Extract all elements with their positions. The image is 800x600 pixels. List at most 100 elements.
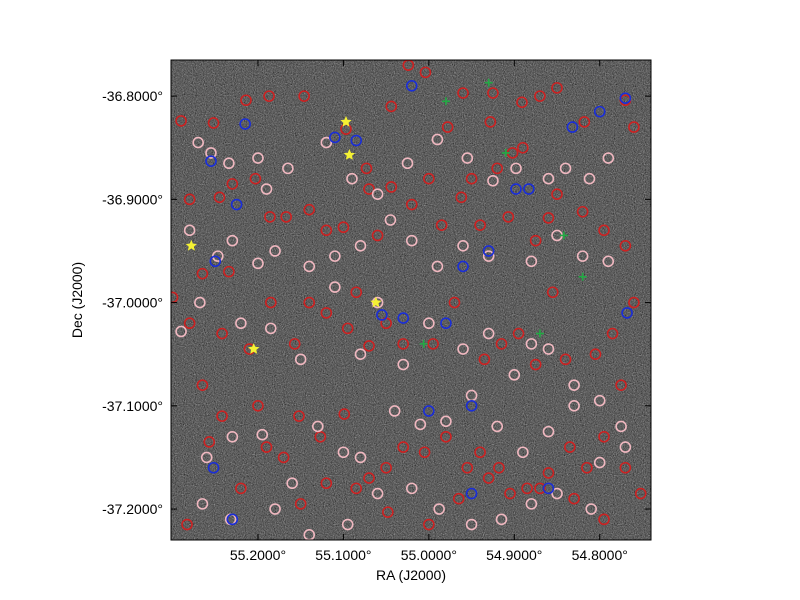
source-circle-marker bbox=[388, 405, 401, 417]
source-circle-marker bbox=[350, 286, 363, 299]
source-circle-marker bbox=[568, 379, 580, 391]
source-circle-marker bbox=[207, 461, 220, 474]
source-circle-marker bbox=[521, 482, 533, 495]
source-circle-marker bbox=[196, 267, 209, 280]
source-circle-marker bbox=[593, 105, 606, 118]
source-circle-marker bbox=[337, 221, 350, 234]
source-circle-marker bbox=[226, 430, 239, 443]
source-circle-marker bbox=[338, 408, 351, 420]
source-circle-marker bbox=[405, 482, 418, 495]
y-tick-label: -37.1000° bbox=[102, 398, 163, 414]
source-circle-marker bbox=[593, 456, 606, 469]
source-circle-marker bbox=[360, 162, 373, 175]
source-circle-marker bbox=[502, 211, 515, 223]
source-circle-marker bbox=[465, 400, 478, 412]
source-circle-marker bbox=[363, 472, 375, 484]
source-circle-marker bbox=[517, 141, 529, 154]
source-circle-marker bbox=[510, 183, 522, 195]
x-tick-label: 55.1000° bbox=[315, 547, 371, 563]
source-circle-marker bbox=[628, 121, 640, 133]
source-circle-marker bbox=[491, 420, 504, 433]
source-circle-marker bbox=[465, 518, 478, 531]
source-circle-marker bbox=[440, 317, 452, 330]
source-circle-marker bbox=[440, 430, 452, 443]
source-circle-marker bbox=[418, 446, 431, 459]
source-circle-marker bbox=[205, 155, 217, 167]
source-circle-marker bbox=[205, 147, 217, 159]
source-circle-marker bbox=[508, 369, 521, 381]
source-circle-marker bbox=[385, 181, 398, 193]
source-markers bbox=[171, 60, 647, 540]
source-circle-marker bbox=[431, 260, 444, 273]
source-circle-marker bbox=[223, 265, 235, 278]
source-circle-marker bbox=[482, 245, 495, 257]
source-circle-marker bbox=[294, 498, 307, 510]
source-circle-marker bbox=[542, 467, 555, 479]
source-circle-marker bbox=[576, 205, 589, 218]
source-circle-marker bbox=[294, 353, 307, 366]
source-circle-marker bbox=[196, 498, 209, 510]
source-circle-marker bbox=[423, 518, 435, 531]
source-circle-marker bbox=[619, 461, 632, 474]
source-circle-marker bbox=[457, 240, 469, 252]
source-circle-marker bbox=[320, 307, 333, 319]
source-circle-marker bbox=[593, 394, 606, 407]
source-circle-marker bbox=[183, 317, 196, 330]
source-circle-marker bbox=[461, 152, 474, 164]
source-circle-marker bbox=[598, 224, 610, 237]
source-circle-marker bbox=[495, 513, 508, 526]
source-circle-marker bbox=[564, 441, 576, 453]
source-circle-marker bbox=[380, 461, 392, 474]
source-circle-marker bbox=[602, 255, 615, 268]
source-circle-marker bbox=[455, 191, 468, 204]
source-circle-marker bbox=[433, 503, 445, 515]
source-circle-marker bbox=[354, 240, 367, 252]
source-circle-marker bbox=[452, 492, 465, 505]
source-circle-marker bbox=[559, 162, 572, 175]
source-circle-marker bbox=[203, 436, 216, 448]
source-circle-marker bbox=[542, 172, 555, 185]
source-circle-marker bbox=[427, 338, 439, 350]
source-circle-marker bbox=[183, 224, 196, 237]
source-circle-marker bbox=[634, 487, 647, 500]
source-circle-marker bbox=[298, 90, 310, 102]
x-tick-label: 55.0000° bbox=[401, 547, 457, 563]
source-circle-marker bbox=[397, 358, 410, 371]
source-circle-marker bbox=[320, 136, 333, 149]
source-circle-marker bbox=[320, 224, 333, 237]
source-circle-marker bbox=[423, 172, 435, 185]
source-circle-marker bbox=[207, 117, 220, 129]
source-circle-marker bbox=[525, 338, 538, 350]
source-circle-marker bbox=[329, 131, 341, 144]
source-star-marker bbox=[370, 296, 382, 308]
source-circle-marker bbox=[598, 430, 610, 443]
source-circle-marker bbox=[461, 461, 474, 474]
source-circle-marker bbox=[311, 420, 324, 433]
source-circle-marker bbox=[384, 214, 397, 226]
x-axis-title: RA (J2000) bbox=[376, 567, 446, 583]
x-tick-label: 54.9000° bbox=[486, 547, 542, 563]
source-circle-marker bbox=[542, 482, 555, 495]
source-circle-marker bbox=[260, 183, 273, 195]
source-circle-marker bbox=[525, 255, 538, 268]
source-circle-marker bbox=[314, 430, 327, 443]
source-circle-marker bbox=[277, 451, 290, 464]
source-circle-marker bbox=[602, 152, 615, 164]
source-circle-marker bbox=[264, 211, 276, 223]
source-plus-marker bbox=[559, 231, 568, 240]
source-circle-marker bbox=[341, 322, 354, 335]
source-circle-marker bbox=[457, 343, 469, 355]
source-circle-marker bbox=[435, 219, 448, 231]
source-circle-marker bbox=[350, 482, 363, 495]
source-circle-marker bbox=[542, 425, 555, 438]
source-circle-marker bbox=[183, 193, 196, 206]
source-plus-marker bbox=[501, 148, 510, 157]
y-tick-label: -37.2000° bbox=[102, 501, 163, 517]
source-circle-marker bbox=[252, 257, 264, 270]
source-circle-marker bbox=[546, 286, 559, 299]
sky-image-noise bbox=[171, 60, 651, 540]
source-circle-marker bbox=[559, 353, 572, 366]
source-circle-marker bbox=[619, 441, 632, 453]
source-circle-marker bbox=[397, 338, 410, 350]
source-circle-marker bbox=[196, 379, 209, 391]
